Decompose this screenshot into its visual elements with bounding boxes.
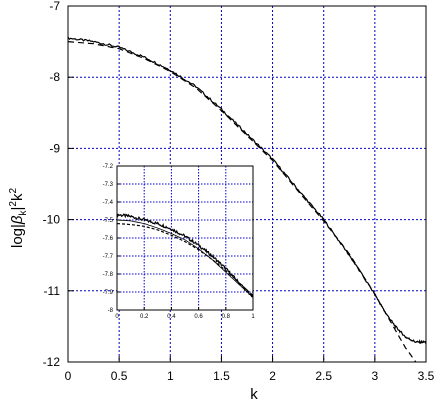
main-plot: 0 0.5 1 1.5 2 2.5 3 3.5 -12 -11 -10 -9 -8 -7 — [43, 0, 435, 383]
inset-background — [117, 166, 253, 310]
inset-x-tick-label: 1 — [251, 314, 255, 320]
x-axis-title: k — [250, 386, 258, 403]
main-x-tick-label: 1.5 — [213, 369, 230, 383]
inset-y-tick-label: -7.9 — [103, 290, 114, 296]
inset-x-tick-label: 0.2 — [140, 314, 149, 320]
main-series — [67, 36, 427, 363]
y-axis-title: log|βk|2k2 — [8, 188, 29, 248]
main-x-tick-label: 0.5 — [111, 369, 128, 383]
main-x-tick-label: 3 — [372, 369, 379, 383]
main-x-tick-label: 3.5 — [418, 369, 435, 383]
main-y-tick-label: -11 — [44, 284, 61, 298]
inset-y-tick-label: -7.2 — [103, 164, 114, 170]
main-y-tick-label: -12 — [43, 355, 61, 369]
inset-x-tick-label: 0.6 — [194, 314, 203, 320]
main-x-tick-label: 1 — [167, 369, 174, 383]
main-y-tick-label: -7 — [49, 0, 60, 13]
main-y-tick-label: -8 — [49, 70, 60, 84]
inset-series — [116, 213, 254, 298]
main-y-tick-label: -9 — [49, 141, 60, 155]
main-ticks: 0 0.5 1 1.5 2 2.5 3 3.5 -12 -11 -10 -9 -8 -7 — [43, 0, 435, 383]
inset-plot: 0 0.2 0.4 0.6 0.8 1 -8 -7.9 -7.8 -7.7 -7.6 -7.5 -7.4… — [103, 164, 256, 320]
main-plot-frame — [67, 5, 427, 363]
inset-ticks: 0 0.2 0.4 0.6 0.8 1 -8 -7.9 -7.8 -7.7 -7.6 -7.5 -7.4… — [103, 164, 256, 320]
inset-y-tick-label: -7.3 — [103, 182, 114, 188]
inset-series-line-2 — [116, 223, 254, 297]
inset-x-tick-label: 0 — [115, 314, 119, 320]
main-series-line-1 — [67, 41, 417, 363]
inset-y-tick-label: -7.8 — [103, 272, 114, 278]
main-series-line-0 — [67, 36, 427, 345]
inset-y-tick-label: -7.7 — [103, 254, 114, 260]
inset-x-tick-label: 0.8 — [222, 314, 231, 320]
main-x-tick-label: 2.5 — [315, 369, 332, 383]
inset-y-tick-label: -8 — [108, 308, 114, 314]
inset-y-tick-label: -7.5 — [103, 218, 114, 224]
inset-x-tick-label: 0.4 — [167, 314, 176, 320]
inset-y-tick-label: -7.4 — [103, 200, 114, 206]
inset-y-tick-label: -7.6 — [103, 236, 114, 242]
main-x-tick-label: 2 — [269, 369, 276, 383]
main-x-tick-label: 0 — [65, 369, 72, 383]
main-y-tick-label: -10 — [43, 213, 61, 227]
inset-series-line-1 — [116, 219, 254, 298]
